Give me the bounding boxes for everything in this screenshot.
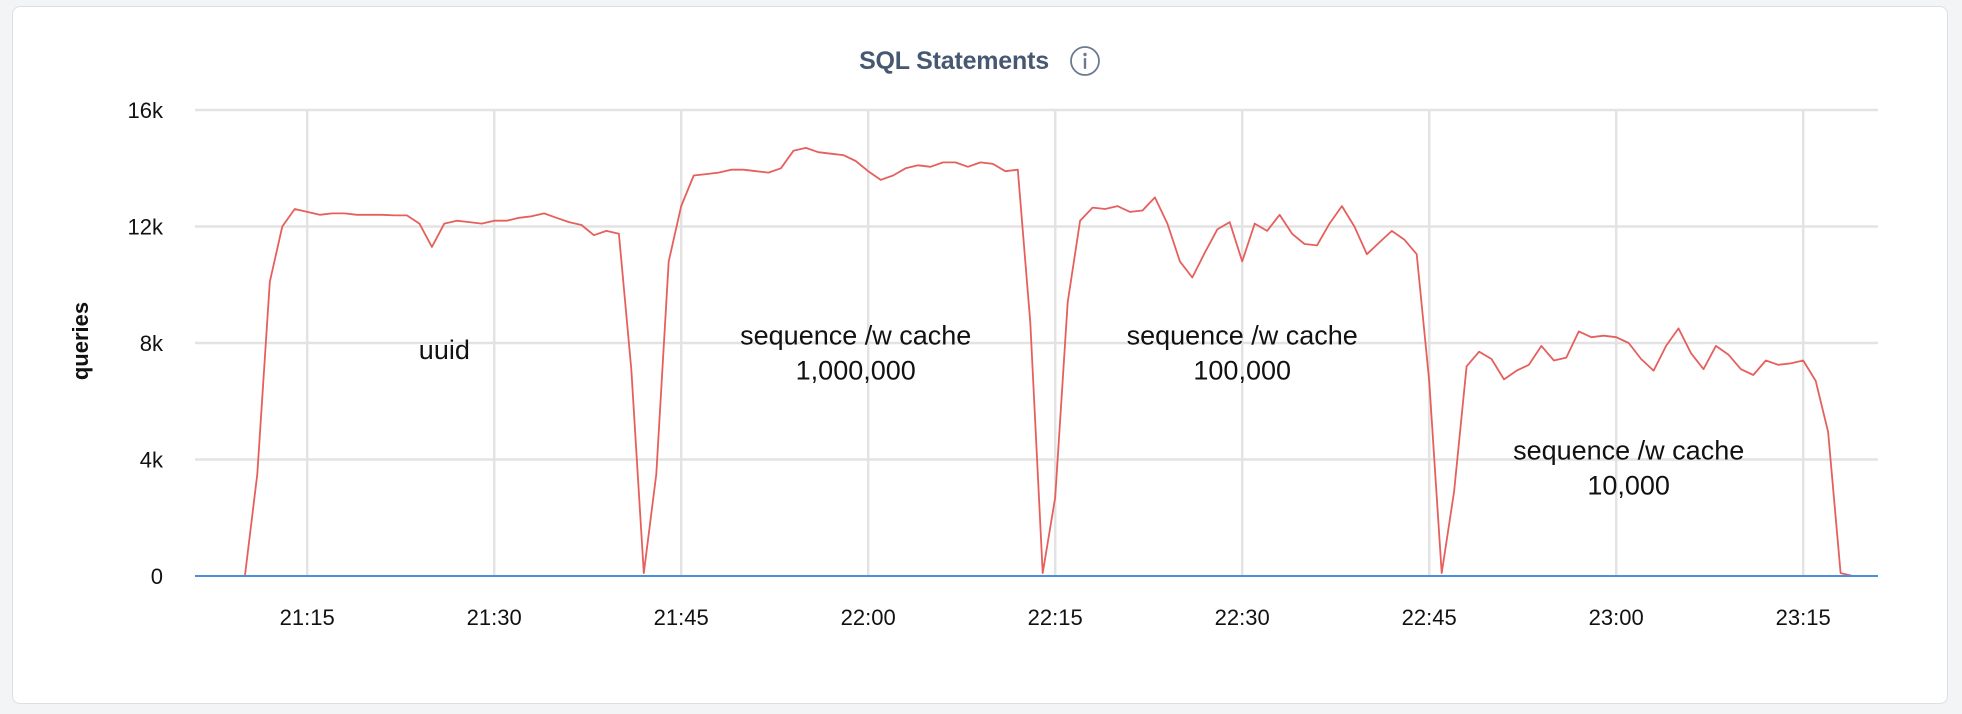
y-axis-label: queries: [68, 302, 93, 380]
y-tick-label: 0: [151, 564, 163, 589]
y-tick-label: 12k: [128, 215, 164, 240]
x-tick-label: 22:30: [1215, 605, 1270, 630]
x-axis-ticks: 21:15 21:30 21:45 22:00 22:15 22:30 22:45 23:00…: [280, 605, 1831, 630]
annotation-line: sequence /w cache: [1127, 320, 1358, 350]
annotation-4: sequence /w cache 10,000: [1513, 436, 1744, 501]
x-tick-label: 22:45: [1402, 605, 1457, 630]
x-tick-label: 23:00: [1589, 605, 1644, 630]
info-icon[interactable]: [1069, 45, 1101, 77]
x-tick-label: 23:15: [1776, 605, 1831, 630]
annotation-line: 10,000: [1587, 471, 1670, 501]
annotation-2: sequence /w cache 1,000,000: [740, 320, 971, 385]
annotation-line: 1,000,000: [796, 355, 916, 385]
annotation-line: uuid: [419, 335, 470, 365]
chart-card: SQL Statements: [12, 6, 1948, 704]
y-axis-ticks: 0 4k 8k 12k 16k: [128, 98, 164, 589]
x-tick-label: 21:15: [280, 605, 335, 630]
chart-series: [195, 146, 1878, 577]
annotation-line: sequence /w cache: [1513, 436, 1744, 466]
annotation-1: uuid: [419, 335, 470, 365]
series-line-1: [244, 146, 1854, 577]
x-tick-label: 22:00: [841, 605, 896, 630]
annotation-line: 100,000: [1193, 355, 1291, 385]
y-tick-label: 8k: [140, 331, 164, 356]
chart-title: SQL Statements: [859, 46, 1049, 75]
x-tick-label: 22:15: [1028, 605, 1083, 630]
x-tick-label: 21:45: [654, 605, 709, 630]
x-tick-label: 21:30: [467, 605, 522, 630]
y-tick-label: 4k: [140, 448, 164, 473]
annotation-3: sequence /w cache 100,000: [1127, 320, 1358, 385]
y-tick-label: 16k: [128, 98, 164, 123]
chart-header: SQL Statements: [13, 41, 1947, 81]
annotation-line: sequence /w cache: [740, 320, 971, 350]
